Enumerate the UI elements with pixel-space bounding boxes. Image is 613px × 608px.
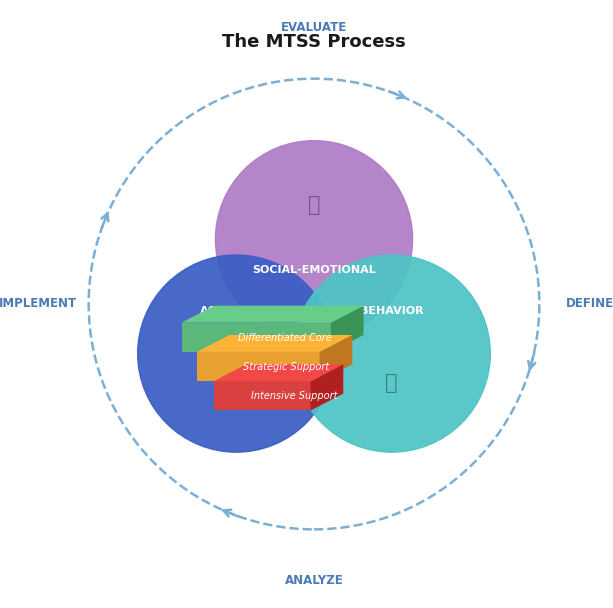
Text: 🤲: 🤲 (308, 195, 320, 215)
Text: BEHAVIOR: BEHAVIOR (360, 306, 424, 316)
Text: ANALYZE: ANALYZE (284, 573, 343, 587)
Circle shape (293, 255, 490, 452)
Text: 🤝: 🤝 (386, 373, 398, 393)
Polygon shape (214, 381, 311, 410)
Polygon shape (181, 323, 331, 352)
Circle shape (138, 255, 335, 452)
Polygon shape (181, 306, 364, 323)
Text: Differentiated Core: Differentiated Core (238, 333, 332, 343)
Polygon shape (331, 306, 364, 352)
Text: DEFINE: DEFINE (566, 297, 613, 311)
Text: The MTSS Process: The MTSS Process (222, 33, 406, 51)
Polygon shape (197, 335, 352, 352)
Text: SOCIAL-EMOTIONAL: SOCIAL-EMOTIONAL (252, 265, 376, 275)
Text: EVALUATE: EVALUATE (281, 21, 347, 35)
Polygon shape (319, 335, 352, 381)
Text: Intensive Support: Intensive Support (251, 392, 337, 401)
Text: Strategic Support: Strategic Support (243, 362, 330, 372)
Polygon shape (197, 352, 319, 381)
Circle shape (215, 140, 413, 338)
Text: IMPLEMENT: IMPLEMENT (0, 297, 77, 311)
Text: 🎓: 🎓 (230, 373, 243, 393)
Polygon shape (214, 364, 343, 381)
Polygon shape (311, 364, 343, 410)
Text: ACADEMICS: ACADEMICS (199, 306, 273, 316)
